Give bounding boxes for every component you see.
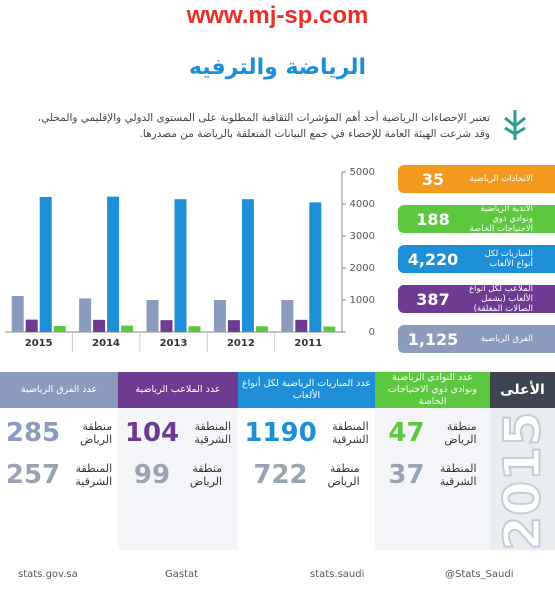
card-value: 188 xyxy=(416,209,450,229)
stat-card: الأندية الرياضية ونوادي ذوي الاحتياجات ا… xyxy=(398,204,555,234)
row-value: 257 xyxy=(5,460,61,490)
row-value: 104 xyxy=(124,418,180,448)
top-header: الأعلى xyxy=(490,372,555,408)
table-column: عدد الفرق الرياضية منطقة الرياض 285 المنطقة… xyxy=(0,372,118,550)
y-tick-label: 4000 xyxy=(350,199,375,210)
y-tick-label: 0 xyxy=(369,327,375,338)
bar xyxy=(53,325,66,332)
card-label: الأندية الرياضية ونوادي ذوي الاحتياجات ا… xyxy=(469,204,533,234)
footer: @Stats_Saudi stats.saudi Gastat stats.gov.s… xyxy=(0,565,555,585)
logo xyxy=(504,110,526,140)
bar-chart: 0 1000 2000 3000 4000 5000 2015 2014 2013 2012 201… xyxy=(5,167,375,352)
bar xyxy=(39,196,52,332)
column-header: عدد النوادي الرياضية ونوادي ذوي الاحتياج… xyxy=(375,372,490,408)
card-label: الاتحادات الرياضية xyxy=(469,174,533,184)
bar xyxy=(295,319,308,332)
row-value: 37 xyxy=(388,460,425,490)
row-value: 47 xyxy=(388,418,425,448)
bar xyxy=(213,300,226,332)
bar xyxy=(121,325,134,332)
row-value: 285 xyxy=(5,418,61,448)
bar xyxy=(323,326,336,332)
y-tick-label: 3000 xyxy=(350,231,375,242)
bar xyxy=(255,326,268,332)
column-header: عدد الملاعب الرياضية xyxy=(118,372,238,408)
region: منطقة الرياض xyxy=(79,420,113,446)
card-value: 1,125 xyxy=(407,329,459,349)
table-row: المنطقة الشرقية 37 xyxy=(375,458,490,492)
table-row: منطقة الرياض 47 xyxy=(375,416,490,450)
x-tick-label: 2013 xyxy=(160,338,188,349)
bar xyxy=(309,202,322,332)
stat-card: الفرق الرياضية 1,125 xyxy=(398,325,555,353)
region: المنطقة الشرقية xyxy=(194,420,232,446)
column-header: عدد المباريات الرياضية لكل أنواع الألعاب xyxy=(238,372,375,408)
table-column: عدد المباريات الرياضية لكل أنواع الألعاب… xyxy=(238,372,375,550)
bar xyxy=(188,326,201,332)
table-row: منطقة الرياض 722 xyxy=(238,458,375,492)
bar xyxy=(281,300,294,332)
x-tick-label: 2015 xyxy=(25,338,53,349)
card-value: 4,220 xyxy=(407,249,459,269)
region: منطقة الرياض xyxy=(444,420,477,446)
card-value: 387 xyxy=(416,289,450,309)
card-label: المباريات لكل أنواع الألعاب xyxy=(484,249,533,269)
bar xyxy=(79,298,92,332)
card-value: 35 xyxy=(421,169,445,189)
table-row: منطقة الرياض 99 xyxy=(118,458,238,492)
footer-link: stats.saudi xyxy=(310,569,365,580)
stat-card: الاتحادات الرياضية 35 xyxy=(398,165,555,193)
x-tick-label: 2014 xyxy=(92,338,120,349)
table-column: عدد النوادي الرياضية ونوادي ذوي الاحتياج… xyxy=(375,372,490,550)
region: منطقة الرياض xyxy=(327,462,360,488)
bar xyxy=(241,199,254,332)
y-tick-label: 1000 xyxy=(350,295,375,306)
stat-card: المباريات لكل أنواع الألعاب 4,220 xyxy=(398,245,555,273)
bar xyxy=(11,296,24,332)
row-value: 1190 xyxy=(244,418,317,448)
intro: تعتبر الإحصاءات الرياضية أحد أهم المؤشرا… xyxy=(37,112,490,140)
x-tick-label: 2012 xyxy=(227,338,255,349)
table-row: منطقة الرياض 285 xyxy=(0,416,118,450)
region: منطقة الرياض xyxy=(189,462,223,488)
card-label: الفرق الرياضية xyxy=(480,334,533,344)
title: الرياضة والترفيه xyxy=(188,55,367,80)
y-tick-label: 5000 xyxy=(350,167,375,178)
bar xyxy=(160,320,173,332)
region: المنطقة الشرقية xyxy=(439,462,477,488)
column-header: عدد الفرق الرياضية xyxy=(0,372,118,408)
bar xyxy=(25,319,38,332)
bar xyxy=(227,320,240,332)
bar xyxy=(146,300,159,332)
card-label: الملاعب لكل أنواع الألعاب (بشمل الصالات … xyxy=(468,284,533,314)
top-column: الأعلى 2015 xyxy=(490,372,555,552)
region: المنطقة الشرقية xyxy=(331,420,369,446)
bar xyxy=(174,199,187,332)
top-year: 2015 xyxy=(492,410,552,551)
table-row: المنطقة الشرقية 104 xyxy=(118,416,238,450)
bar xyxy=(93,319,106,332)
bar xyxy=(107,196,120,332)
watermark: www.mj-sp.com xyxy=(186,2,369,29)
stat-card: الملاعب لكل أنواع الألعاب (بشمل الصالات … xyxy=(398,284,555,314)
table-row: المنطقة الشرقية 257 xyxy=(0,458,118,492)
footer-link: stats.gov.sa xyxy=(18,569,78,580)
y-tick-label: 2000 xyxy=(350,263,375,274)
row-value: 99 xyxy=(133,460,171,490)
footer-link: Gastat xyxy=(165,569,199,580)
table-row: المنطقة الشرقية 1190 xyxy=(238,416,375,450)
footer-link: @Stats_Saudi xyxy=(445,569,514,580)
region: المنطقة الشرقية xyxy=(75,462,113,488)
table-column: عدد الملاعب الرياضية المنطقة الشرقية 104 من… xyxy=(118,372,238,550)
x-tick-label: 2011 xyxy=(294,338,322,349)
row-value: 722 xyxy=(253,460,308,490)
